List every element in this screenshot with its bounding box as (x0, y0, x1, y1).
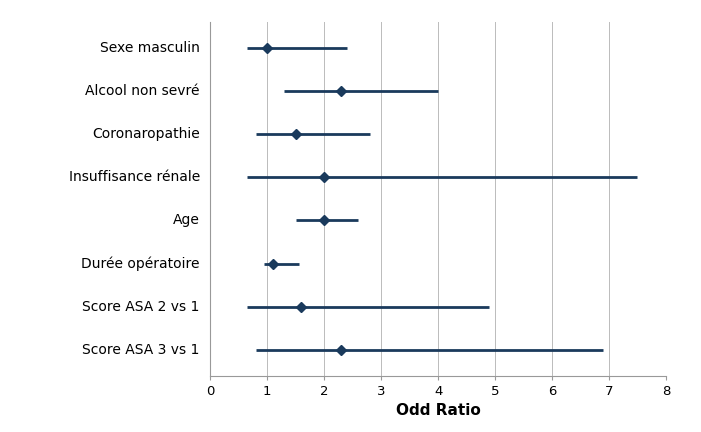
Text: Score ASA 3 vs 1: Score ASA 3 vs 1 (83, 343, 200, 357)
Text: Alcool non sevré: Alcool non sevré (86, 84, 200, 98)
Text: Coronaropathie: Coronaropathie (92, 127, 200, 141)
Text: Insuffisance rénale: Insuffisance rénale (69, 170, 200, 184)
Text: Age: Age (173, 213, 200, 227)
Text: Sexe masculin: Sexe masculin (100, 41, 200, 54)
Text: Score ASA 2 vs 1: Score ASA 2 vs 1 (83, 300, 200, 314)
Text: Durée opératoire: Durée opératoire (81, 256, 200, 271)
X-axis label: Odd Ratio: Odd Ratio (396, 403, 480, 419)
